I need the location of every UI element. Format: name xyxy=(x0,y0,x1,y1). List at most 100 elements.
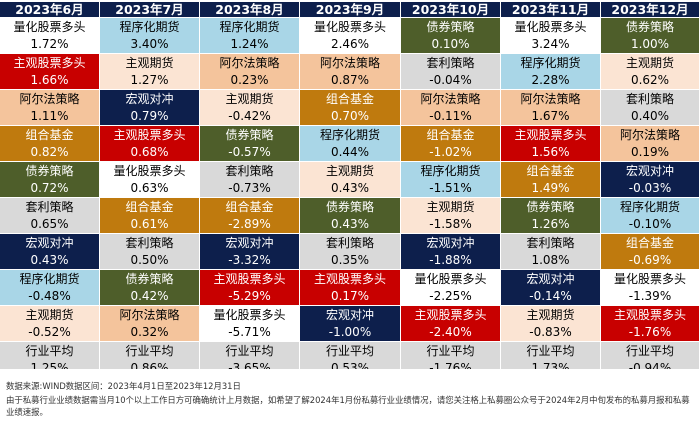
return-value: 0.43% xyxy=(330,217,370,231)
return-value: 1.73% xyxy=(531,361,570,369)
return-value: 0.44% xyxy=(330,145,370,159)
strategy-name: 债券策略 xyxy=(25,164,74,178)
return-value: -2.89% xyxy=(228,217,271,231)
return-value: -0.69% xyxy=(628,253,672,267)
strategy-name: 套利策略 xyxy=(225,164,274,178)
strategy-name: 量化股票多头 xyxy=(13,20,86,34)
strategy-name: 组合基金 xyxy=(426,128,475,142)
column-header: 2023年10月 xyxy=(401,2,500,17)
strategy-return-table: 2023年6月 2023年7月 2023年8月 2023年9月 2023年10月 2023… xyxy=(0,2,699,369)
strategy-cell: 主观股票多头 1.56% xyxy=(501,126,600,161)
strategy-name: 行业平均 xyxy=(225,344,274,358)
strategy-cell: 程序化期货 -0.48% xyxy=(0,270,99,305)
strategy-cell: 组合基金 0.70% xyxy=(300,90,400,125)
strategy-name: 主观股票多头 xyxy=(613,308,686,322)
return-value: 0.72% xyxy=(30,181,69,195)
strategy-cell: 宏观对冲 -1.88% xyxy=(401,234,500,269)
return-value: 0.82% xyxy=(30,145,69,159)
return-value: 0.10% xyxy=(431,37,470,51)
return-value: -0.11% xyxy=(429,109,472,123)
column-header: 2023年12月 xyxy=(601,2,699,17)
strategy-name: 组合基金 xyxy=(25,128,74,142)
strategy-cell: 阿尔法策略 0.19% xyxy=(601,126,699,161)
strategy-cell: 主观期货 -0.42% xyxy=(200,90,299,125)
return-value: -0.10% xyxy=(628,217,672,231)
strategy-name: 宏观对冲 xyxy=(125,92,174,106)
return-value: 0.87% xyxy=(330,73,370,87)
strategy-cell: 套利策略 0.65% xyxy=(0,198,99,233)
strategy-name: 债券策略 xyxy=(426,20,475,34)
strategy-cell: 套利策略 0.35% xyxy=(300,234,400,269)
average-cell: 行业平均 0.53% xyxy=(300,342,400,369)
strategy-cell: 阿尔法策略 0.32% xyxy=(100,306,199,341)
return-value: -2.25% xyxy=(429,289,472,303)
source-note: 数据来源:WIND数据区间：2023年4月1日至2023年12月31日 xyxy=(6,381,241,391)
strategy-cell: 量化股票多头 -1.39% xyxy=(601,270,699,305)
strategy-name: 套利策略 xyxy=(426,56,475,70)
return-value: 0.61% xyxy=(130,217,169,231)
return-value: -0.03% xyxy=(628,181,672,195)
strategy-cell: 主观股票多头 0.68% xyxy=(100,126,199,161)
return-value: -1.02% xyxy=(429,145,472,159)
return-value: -5.71% xyxy=(228,325,271,339)
return-value: -5.29% xyxy=(228,289,271,303)
strategy-cell: 组合基金 1.49% xyxy=(501,162,600,197)
strategy-name: 阿尔法策略 xyxy=(19,92,80,106)
strategy-cell: 主观股票多头 -2.40% xyxy=(401,306,500,341)
return-value: 1.00% xyxy=(630,37,670,51)
strategy-name: 主观期货 xyxy=(526,308,575,322)
strategy-name: 量化股票多头 xyxy=(414,272,487,286)
return-value: 1.49% xyxy=(531,181,570,195)
return-value: -0.57% xyxy=(228,145,271,159)
return-value: 0.17% xyxy=(330,289,370,303)
strategy-cell: 阿尔法策略 -0.11% xyxy=(401,90,500,125)
strategy-cell: 债券策略 0.72% xyxy=(0,162,99,197)
return-value: 0.32% xyxy=(130,325,169,339)
strategy-cell: 套利策略 -0.73% xyxy=(200,162,299,197)
return-value: 1.67% xyxy=(531,109,570,123)
strategy-name: 程序化期货 xyxy=(19,272,80,286)
return-value: 0.50% xyxy=(130,253,169,267)
average-cell: 行业平均 1.25% xyxy=(0,342,99,369)
return-value: 1.26% xyxy=(531,217,570,231)
strategy-name: 程序化期货 xyxy=(319,128,380,142)
return-value: 0.63% xyxy=(130,181,169,195)
return-value: 0.79% xyxy=(130,109,169,123)
strategy-cell: 量化股票多头 -2.25% xyxy=(401,270,500,305)
strategy-name: 宏观对冲 xyxy=(526,272,575,286)
strategy-name: 行业平均 xyxy=(25,344,74,358)
strategy-cell: 宏观对冲 -0.03% xyxy=(601,162,699,197)
return-value: 0.65% xyxy=(30,217,69,231)
strategy-name: 行业平均 xyxy=(125,344,174,358)
strategy-cell: 套利策略 -0.04% xyxy=(401,54,500,89)
strategy-cell: 宏观对冲 0.43% xyxy=(0,234,99,269)
strategy-name: 主观股票多头 xyxy=(13,56,86,70)
return-value: 1.25% xyxy=(30,361,69,369)
strategy-name: 宏观对冲 xyxy=(625,164,674,178)
strategy-name: 程序化期货 xyxy=(119,20,180,34)
average-cell: 行业平均 -0.94% xyxy=(601,342,699,369)
strategy-cell: 程序化期货 1.24% xyxy=(200,18,299,53)
strategy-cell: 宏观对冲 -3.32% xyxy=(200,234,299,269)
return-value: 0.53% xyxy=(330,361,370,369)
strategy-cell: 组合基金 -2.89% xyxy=(200,198,299,233)
strategy-cell: 程序化期货 3.40% xyxy=(100,18,199,53)
strategy-cell: 套利策略 0.40% xyxy=(601,90,699,125)
strategy-name: 债券策略 xyxy=(325,200,374,214)
return-value: -0.94% xyxy=(628,361,672,369)
average-cell: 行业平均 1.73% xyxy=(501,342,600,369)
strategy-cell: 组合基金 0.82% xyxy=(0,126,99,161)
strategy-name: 债券策略 xyxy=(526,200,575,214)
strategy-name: 宏观对冲 xyxy=(225,236,274,250)
return-value: 1.56% xyxy=(531,145,570,159)
return-value: 0.43% xyxy=(30,253,69,267)
return-value: 0.70% xyxy=(330,109,370,123)
column-header: 2023年9月 xyxy=(300,2,400,17)
return-value: 2.46% xyxy=(330,37,370,51)
strategy-name: 阿尔法策略 xyxy=(319,56,380,70)
strategy-name: 量化股票多头 xyxy=(213,308,286,322)
strategy-cell: 主观股票多头 -5.29% xyxy=(200,270,299,305)
strategy-name: 套利策略 xyxy=(526,236,575,250)
return-value: -1.88% xyxy=(429,253,472,267)
strategy-name: 程序化期货 xyxy=(219,20,280,34)
